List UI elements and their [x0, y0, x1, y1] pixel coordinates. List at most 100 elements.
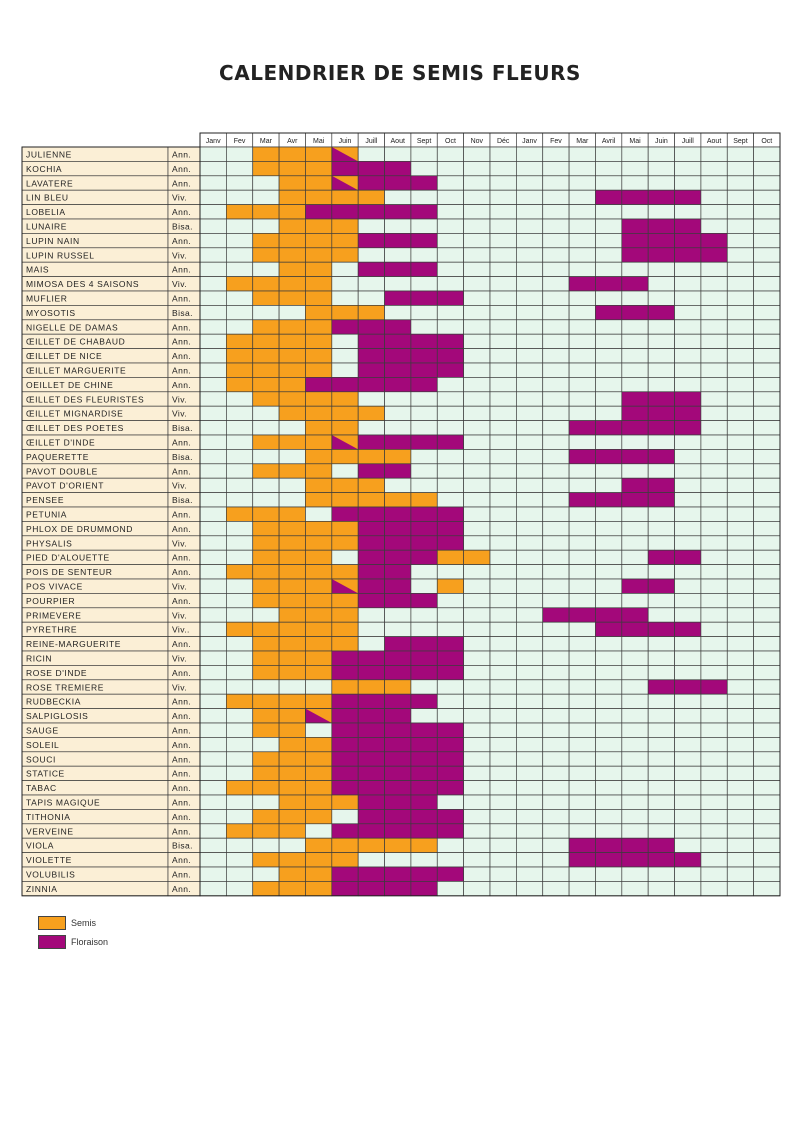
- empty-cell: [595, 765, 623, 781]
- empty-cell: [199, 290, 227, 306]
- empty-cell: [199, 679, 227, 695]
- plant-type: Bisa.: [172, 423, 193, 433]
- semis-cell: [357, 405, 385, 421]
- empty-cell: [621, 866, 649, 882]
- empty-cell: [199, 449, 227, 465]
- empty-cell: [621, 521, 649, 537]
- empty-cell: [621, 693, 649, 709]
- empty-cell: [226, 881, 254, 897]
- semis-cell: [252, 362, 280, 378]
- floraison-cell: [647, 405, 675, 421]
- semis-cell: [331, 233, 359, 249]
- empty-cell: [542, 506, 570, 522]
- floraison-cell: [621, 247, 649, 263]
- empty-cell: [331, 276, 359, 292]
- empty-cell: [305, 722, 333, 738]
- semis-cell: [278, 823, 306, 839]
- empty-cell: [516, 866, 544, 882]
- empty-cell: [753, 535, 781, 551]
- floraison-cell: [410, 175, 438, 191]
- empty-cell: [753, 593, 781, 609]
- empty-cell: [647, 593, 675, 609]
- empty-cell: [700, 348, 728, 364]
- empty-cell: [753, 218, 781, 234]
- semis-cell: [331, 621, 359, 637]
- empty-cell: [568, 722, 596, 738]
- semis-cell: [305, 881, 333, 897]
- empty-cell: [199, 333, 227, 349]
- empty-cell: [674, 261, 702, 277]
- empty-cell: [226, 535, 254, 551]
- empty-cell: [700, 794, 728, 810]
- semis-cell: [463, 549, 491, 565]
- empty-cell: [252, 189, 280, 205]
- semis-cell: [278, 146, 306, 162]
- semis-cell: [226, 823, 254, 839]
- empty-cell: [463, 276, 491, 292]
- plant-type: Viv..: [172, 625, 190, 635]
- empty-cell: [226, 405, 254, 421]
- empty-cell: [674, 809, 702, 825]
- plant-name: REINE-MARGUERITE: [26, 639, 121, 649]
- plant-name: VIOLA: [26, 841, 54, 851]
- empty-cell: [357, 391, 385, 407]
- empty-cell: [647, 722, 675, 738]
- floraison-cell: [384, 549, 412, 565]
- floraison-cell: [384, 233, 412, 249]
- floraison-cell: [700, 233, 728, 249]
- empty-cell: [647, 794, 675, 810]
- empty-cell: [595, 881, 623, 897]
- floraison-swatch: [38, 935, 66, 949]
- empty-cell: [436, 881, 464, 897]
- semis-cell: [278, 218, 306, 234]
- floraison-cell: [410, 693, 438, 709]
- empty-cell: [410, 449, 438, 465]
- empty-cell: [726, 434, 754, 450]
- empty-cell: [674, 607, 702, 623]
- empty-cell: [621, 564, 649, 580]
- empty-cell: [595, 204, 623, 220]
- semis-cell: [252, 233, 280, 249]
- empty-cell: [726, 780, 754, 796]
- empty-cell: [700, 204, 728, 220]
- plant-type: Viv.: [172, 481, 187, 491]
- empty-cell: [252, 477, 280, 493]
- empty-cell: [726, 161, 754, 177]
- floraison-cell: [410, 794, 438, 810]
- empty-cell: [384, 852, 412, 868]
- plant-name: POURPIER: [26, 596, 75, 606]
- empty-cell: [726, 333, 754, 349]
- legend-floraison-label: Floraison: [71, 937, 109, 947]
- floraison-cell: [331, 780, 359, 796]
- empty-cell: [568, 333, 596, 349]
- empty-cell: [647, 737, 675, 753]
- empty-cell: [226, 650, 254, 666]
- floraison-cell: [410, 290, 438, 306]
- empty-cell: [595, 650, 623, 666]
- empty-cell: [384, 305, 412, 321]
- floraison-cell: [384, 665, 412, 681]
- semis-cell: [357, 679, 385, 695]
- plant-type: Viv.: [172, 193, 187, 203]
- semis-cell: [278, 650, 306, 666]
- semis-cell: [278, 564, 306, 580]
- empty-cell: [489, 189, 517, 205]
- empty-cell: [753, 305, 781, 321]
- empty-cell: [463, 492, 491, 508]
- semis-cell: [305, 362, 333, 378]
- plant-name: OEILLET DE CHINE: [26, 380, 113, 390]
- empty-cell: [700, 866, 728, 882]
- semis-cell: [278, 189, 306, 205]
- plant-type: Viv.: [172, 279, 187, 289]
- plant-type: Viv.: [172, 250, 187, 260]
- floraison-cell: [357, 535, 385, 551]
- empty-cell: [674, 708, 702, 724]
- floraison-cell: [384, 535, 412, 551]
- empty-cell: [516, 276, 544, 292]
- semis-cell: [305, 305, 333, 321]
- floraison-cell: [357, 175, 385, 191]
- empty-cell: [463, 679, 491, 695]
- empty-cell: [647, 881, 675, 897]
- floraison-cell: [357, 794, 385, 810]
- empty-cell: [568, 305, 596, 321]
